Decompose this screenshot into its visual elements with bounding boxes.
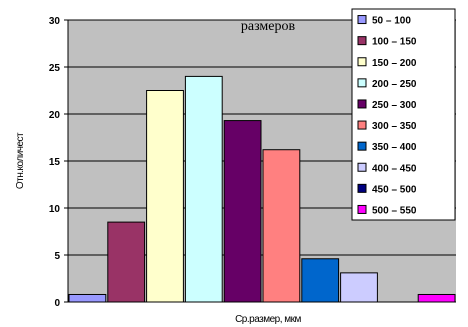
y-tick-label: 0	[54, 298, 60, 309]
legend-swatch	[357, 15, 367, 25]
y-tick-label: 25	[49, 63, 61, 74]
legend-swatch	[357, 36, 367, 46]
y-axis-label: Отн.количест	[15, 132, 26, 189]
bar	[262, 149, 301, 303]
bar	[184, 75, 223, 303]
legend-swatch	[357, 78, 367, 88]
legend-swatch	[357, 183, 367, 193]
bar	[107, 221, 146, 303]
legend-label: 50 – 100	[372, 16, 411, 27]
y-tick-label: 10	[49, 204, 61, 215]
legend-label: 250 – 300	[372, 100, 417, 111]
legend: 50 – 100 100 – 150 150 – 200 200 – 250 250 –…	[351, 8, 456, 221]
bar	[301, 258, 340, 303]
bar	[223, 120, 262, 303]
legend-label: 400 – 450	[372, 163, 417, 174]
legend-label: 100 – 150	[372, 37, 417, 48]
y-tick-label: 30	[49, 16, 61, 27]
bar	[340, 272, 378, 303]
y-tick-label: 20	[49, 110, 61, 121]
legend-box	[351, 8, 456, 221]
legend-swatch	[357, 120, 367, 130]
legend-label: 200 – 250	[372, 79, 417, 90]
bar	[417, 293, 456, 303]
y-tick-label: 5	[54, 251, 60, 262]
legend-label: 500 – 550	[372, 205, 417, 216]
legend-swatch	[357, 99, 367, 109]
legend-label: 350 – 400	[372, 142, 417, 153]
legend-swatch	[357, 141, 367, 151]
legend-label: 300 – 350	[372, 121, 417, 132]
legend-swatch	[357, 204, 367, 214]
bar	[146, 90, 184, 303]
y-tick-label: 15	[49, 157, 61, 168]
legend-label: 450 – 500	[372, 184, 417, 195]
x-axis-label: Ср.размер, мкм	[235, 314, 301, 325]
chart-title: размеров	[241, 19, 296, 34]
legend-swatch	[357, 162, 367, 172]
legend-label: 150 – 200	[372, 58, 417, 69]
legend-swatch	[357, 57, 367, 67]
bar	[68, 293, 107, 303]
